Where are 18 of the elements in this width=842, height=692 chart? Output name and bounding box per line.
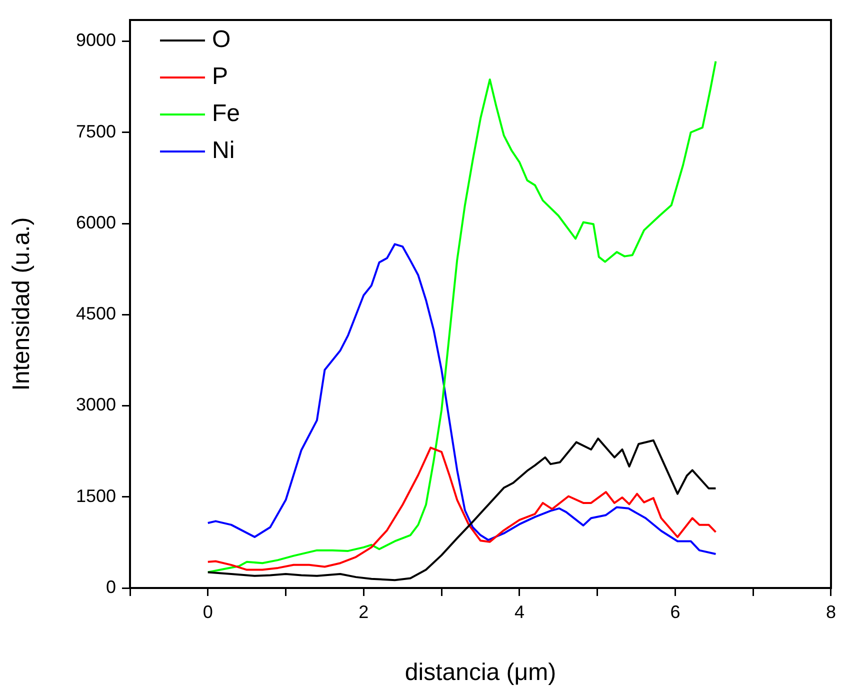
y-tick-label: 0 [106,576,116,597]
x-tick-label: 6 [670,602,680,622]
y-tick-label: 6000 [76,212,116,232]
x-tick-label: 4 [514,602,524,622]
y-tick-label: 9000 [76,30,116,50]
legend-label: Ni [212,137,235,164]
y-tick-label: 1500 [76,486,116,506]
legend-label: O [212,26,231,54]
legend-label: P [212,63,228,90]
x-tick-label: 8 [826,602,836,622]
y-axis-title: Intensidad (u.a.) [8,217,36,391]
x-tick-label: 2 [358,602,369,622]
y-tick-label: 7500 [76,121,116,142]
x-tick-label: 0 [202,602,213,622]
legend-label: Fe [212,100,240,128]
y-tick-label: 3000 [76,394,116,415]
y-tick-label: 4500 [76,304,116,324]
x-axis-title: distancia (μm) [404,659,556,686]
